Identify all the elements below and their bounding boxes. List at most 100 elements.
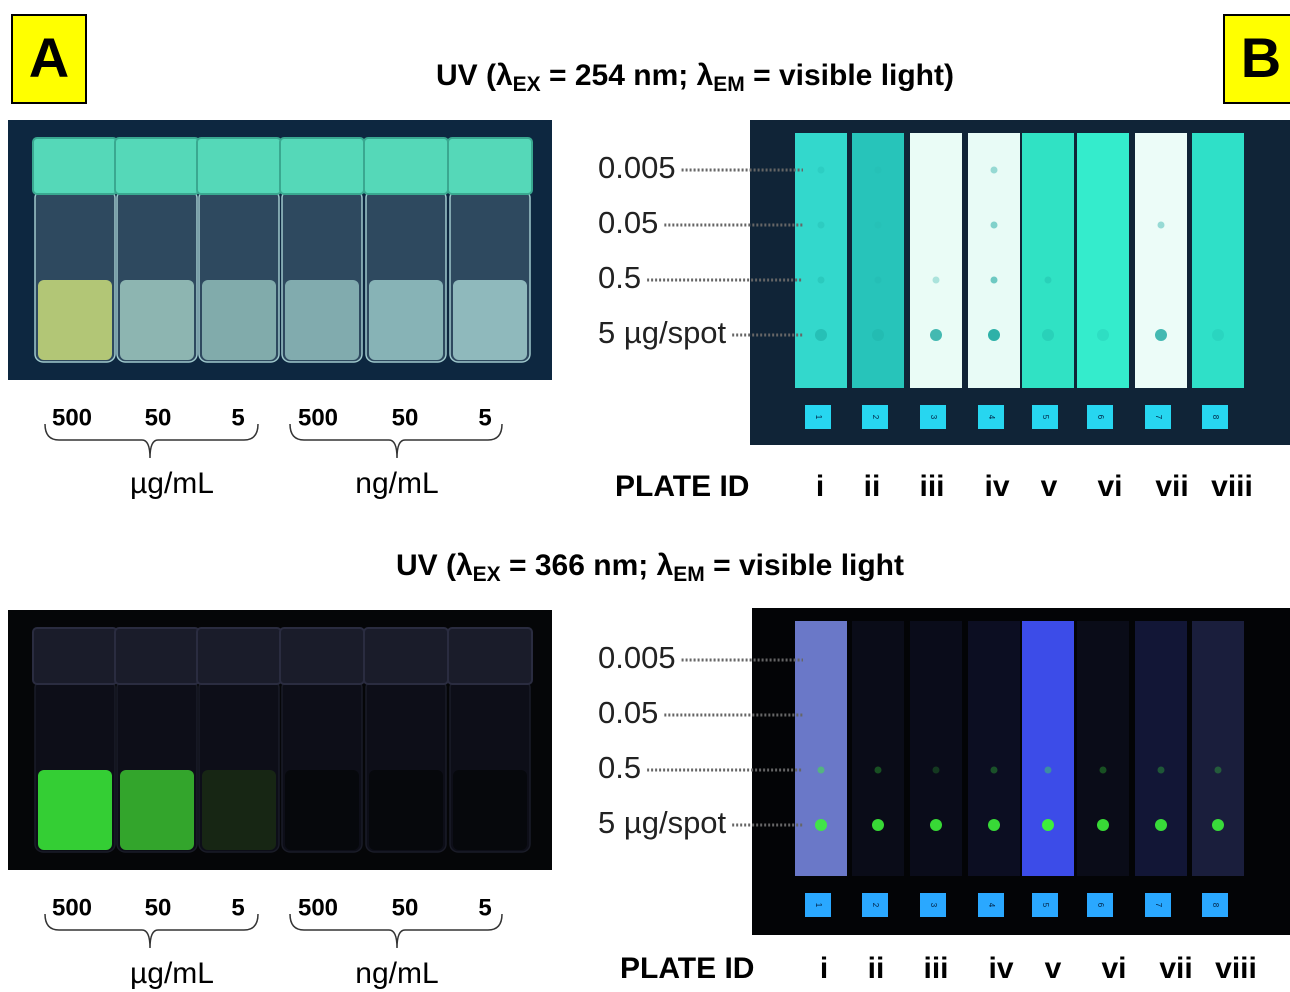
- panel-label: A: [29, 26, 69, 89]
- plate-id: vi: [1097, 470, 1122, 503]
- plate-id: ii: [864, 470, 881, 503]
- plate-id: v: [1045, 952, 1062, 985]
- spot: [988, 329, 1000, 341]
- spot: [1042, 329, 1054, 341]
- plate-id-label: PLATE ID: [615, 470, 749, 503]
- vial-liquid: [285, 770, 359, 850]
- spot-label: 5 µg/spot: [598, 805, 727, 840]
- concentration-label: 500: [52, 404, 92, 431]
- spot-label: 0.5: [598, 750, 641, 785]
- spot-label: 0.05: [598, 205, 658, 240]
- unit-label: ng/mL: [355, 467, 438, 500]
- concentration-label: 500: [298, 404, 338, 431]
- spot: [991, 222, 998, 229]
- section-title: UV (λEX = 366 nm; λEM = visible light: [396, 549, 904, 586]
- tlc-strip: [1135, 133, 1187, 388]
- strip-number: 6: [1096, 415, 1105, 420]
- spot: [1155, 329, 1167, 341]
- spot: [1158, 767, 1165, 774]
- tlc-strip: [852, 621, 904, 876]
- strip-number: 7: [1154, 903, 1163, 908]
- tlc-strip: [910, 621, 962, 876]
- title-text: = 254 nm; λ: [541, 59, 714, 92]
- spot: [875, 167, 882, 174]
- title-text: = visible light): [745, 59, 954, 92]
- strip-number: 4: [987, 903, 996, 908]
- spot: [818, 277, 825, 284]
- vial-cap: [448, 628, 532, 684]
- concentration-label: 50: [145, 894, 172, 921]
- spot: [1158, 222, 1165, 229]
- vial-cap: [115, 628, 199, 684]
- strip-number: 3: [929, 903, 938, 908]
- vial-liquid: [38, 770, 112, 850]
- title-text: = 366 nm; λ: [501, 549, 674, 582]
- spot: [1097, 329, 1109, 341]
- spot: [991, 767, 998, 774]
- concentration-label: 5: [478, 404, 491, 431]
- unit-label: ng/mL: [355, 957, 438, 990]
- spot: [815, 329, 827, 341]
- plate-id: iv: [988, 952, 1013, 985]
- concentration-label: 50: [392, 894, 419, 921]
- spot: [933, 767, 940, 774]
- plate-id: vi: [1101, 952, 1126, 985]
- spot: [991, 277, 998, 284]
- strip-number: 5: [1041, 415, 1050, 420]
- title-text: = visible light: [705, 549, 904, 582]
- vial-cap: [364, 138, 448, 194]
- vial-cap: [197, 628, 281, 684]
- spot: [1045, 277, 1052, 284]
- vial-cap: [33, 138, 117, 194]
- spot: [1155, 819, 1167, 831]
- tlc-strip: [1077, 133, 1129, 388]
- vial-liquid: [202, 280, 276, 360]
- title-text: UV (λ: [396, 549, 473, 582]
- tlc-strip: [968, 621, 1020, 876]
- title-text: UV (λ: [436, 59, 513, 92]
- unit-label: µg/mL: [130, 957, 214, 990]
- section-title: UV (λEX = 254 nm; λEM = visible light): [436, 59, 954, 96]
- vial-cap: [448, 138, 532, 194]
- spot-label: 5 µg/spot: [598, 315, 727, 350]
- tlc-strip: [1192, 133, 1244, 388]
- spot: [930, 819, 942, 831]
- strip-number: 1: [814, 415, 823, 420]
- plate-id: viii: [1211, 470, 1253, 503]
- concentration-label: 5: [478, 894, 491, 921]
- strip-number: 2: [871, 415, 880, 420]
- plate-id: iii: [923, 952, 948, 985]
- vial-liquid: [285, 280, 359, 360]
- strip-number: 3: [929, 415, 938, 420]
- vial-cap: [280, 628, 364, 684]
- spot-label: 0.005: [598, 150, 676, 185]
- spot: [818, 167, 825, 174]
- vial-cap: [33, 628, 117, 684]
- title-subscript: EM: [673, 563, 705, 586]
- strip-number: 2: [871, 903, 880, 908]
- spot: [933, 277, 940, 284]
- title-subscript: EX: [473, 563, 501, 586]
- vial-cap: [115, 138, 199, 194]
- plate-id: iv: [984, 470, 1009, 503]
- spot: [1212, 329, 1224, 341]
- title-subscript: EM: [713, 73, 745, 96]
- vial-liquid: [369, 770, 443, 850]
- figure: A B UV (λEX = 254 nm; λEM = visible ligh…: [0, 0, 1290, 992]
- plate-id: vii: [1155, 470, 1188, 503]
- spot: [1100, 767, 1107, 774]
- spot: [930, 329, 942, 341]
- panel-label: B: [1241, 26, 1281, 89]
- spot: [815, 819, 827, 831]
- spot: [991, 167, 998, 174]
- spot: [1097, 819, 1109, 831]
- spot: [988, 819, 1000, 831]
- concentration-label: 500: [298, 894, 338, 921]
- strip-number: 4: [987, 415, 996, 420]
- tlc-strip: [910, 133, 962, 388]
- strip-number: 5: [1041, 903, 1050, 908]
- spot-label: 0.005: [598, 640, 676, 675]
- plate-id: i: [816, 470, 824, 503]
- vial-liquid: [369, 280, 443, 360]
- vial-liquid: [120, 280, 194, 360]
